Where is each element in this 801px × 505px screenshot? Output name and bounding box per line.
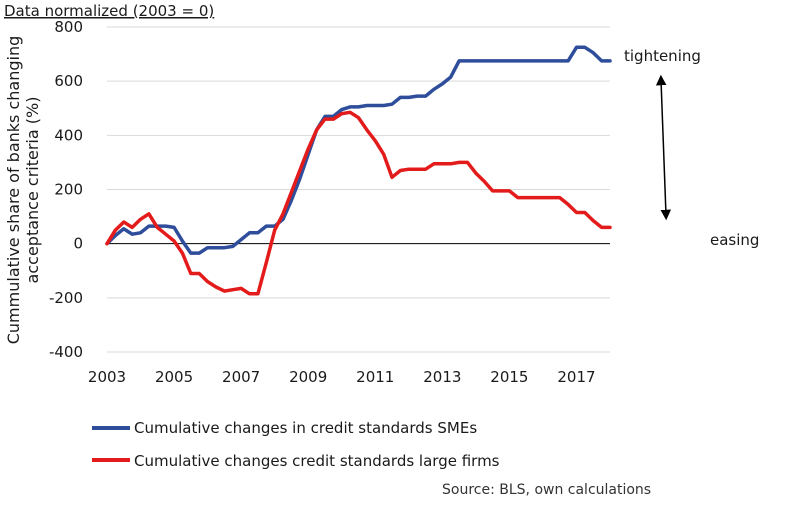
tightening-easing-double-arrow (655, 74, 672, 221)
series-line-smes (105, 45, 612, 255)
y-axis-label: Cummulative share of banks changing acce… (4, 36, 42, 345)
y-tick-label: 0 (73, 235, 83, 253)
y-tick-label: -400 (49, 343, 83, 361)
easing-annotation: easing (710, 231, 759, 249)
subtitle-text: Data normalized (2003 = 0) (4, 2, 214, 20)
x-axis-tick-labels: 2003 2005 2007 2009 2011 2013 2015 2017 (88, 368, 596, 386)
legend: Cumulative changes in credit standards S… (92, 419, 500, 470)
legend-label-large-firms: Cumulative changes credit standards larg… (134, 452, 500, 470)
y-axis-label-line-1: Cummulative share of banks changing (4, 36, 23, 345)
x-tick-label: 2003 (88, 368, 126, 386)
x-tick-label: 2005 (155, 368, 193, 386)
gridlines (107, 26, 610, 353)
series-line-large-firms (105, 110, 612, 296)
y-tick-label: 400 (54, 126, 83, 144)
y-tick-label: 200 (54, 181, 83, 199)
x-tick-label: 2017 (557, 368, 595, 386)
y-axis-label-line-2: acceptance criteria (%) (23, 97, 42, 284)
y-tick-label: 800 (54, 18, 83, 36)
chart-subtitle: Data normalized (2003 = 0) (4, 2, 214, 20)
y-tick-label: 600 (54, 72, 83, 90)
data-series (105, 45, 612, 296)
tightening-annotation: tightening (624, 47, 701, 65)
source-note: Source: BLS, own calculations (442, 482, 651, 498)
x-tick-label: 2009 (289, 368, 327, 386)
x-tick-label: 2013 (423, 368, 461, 386)
y-tick-label: -200 (49, 289, 83, 307)
y-axis-tick-labels: 800 600 400 200 0 -200 -400 (49, 18, 83, 361)
legend-label-smes: Cumulative changes in credit standards S… (134, 419, 477, 437)
x-tick-label: 2011 (356, 368, 394, 386)
x-tick-label: 2007 (222, 368, 260, 386)
x-tick-label: 2015 (490, 368, 528, 386)
